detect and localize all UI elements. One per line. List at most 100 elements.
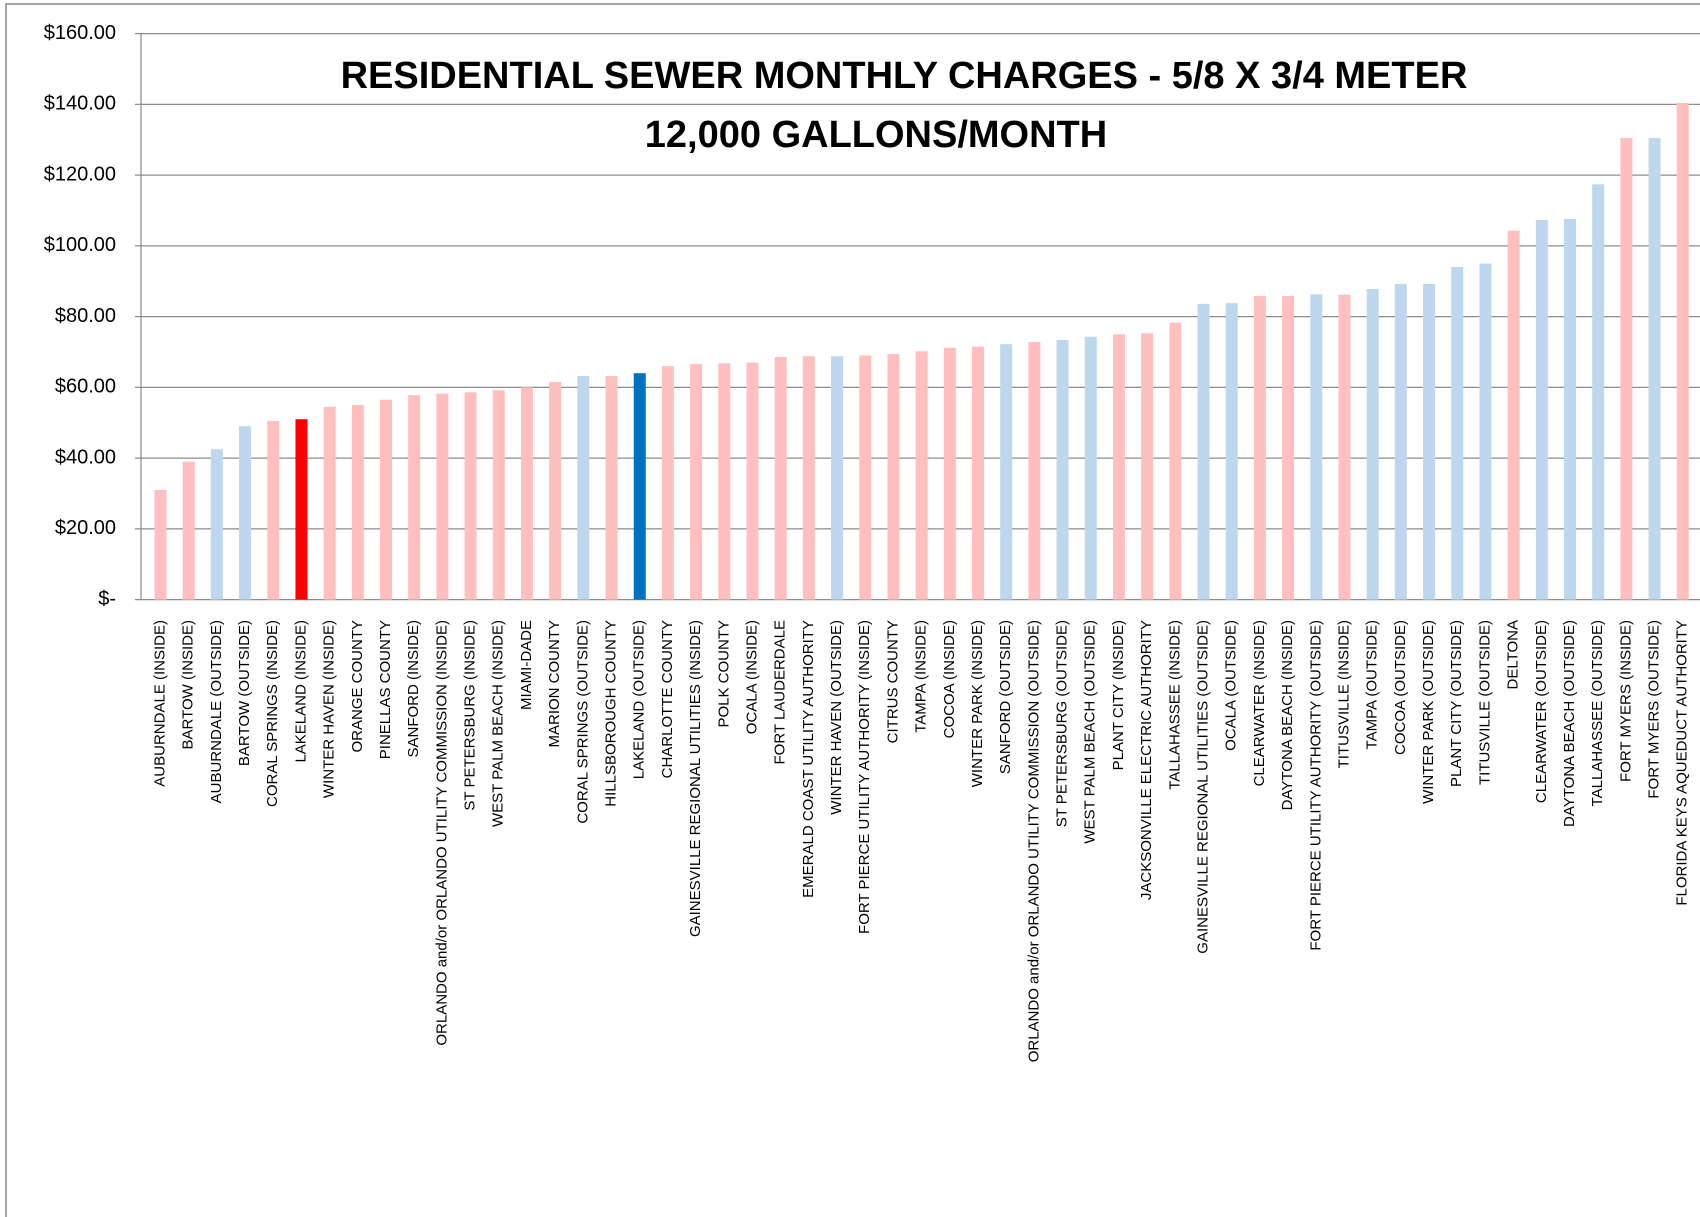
x-tick-label: COCOA (OUTSIDE) [1392,620,1409,755]
y-tick-label: $20.00 [55,517,116,539]
x-tick-label: WINTER HAVEN (OUTSIDE) [828,620,845,815]
x-tick-label: COCOA (INSIDE) [941,620,958,738]
bar [464,392,477,600]
bar [1028,342,1041,600]
x-tick-label: AUBURNDALE (INSIDE) [151,620,168,787]
bar [746,362,759,600]
bar [577,376,590,600]
bar [1620,137,1633,600]
bar [1282,296,1295,600]
x-tick-label: WEST PALM BEACH (INSIDE) [490,620,507,827]
y-tick-label: $100.00 [44,234,116,256]
chart-frame [5,3,1700,1217]
bar [1592,184,1605,600]
plot: $- $20.00 $40.00 $60.00 $80.00 $100.00 $120.00… [44,22,1700,1062]
bar [1648,137,1661,600]
x-tick-label: CHARLOTTE COUNTY [659,620,676,778]
bar [1366,289,1379,600]
x-tick-label: CLEARWATER (OUTSIDE) [1533,620,1550,803]
bar [182,461,195,600]
x-tick-label: ORANGE COUNTY [349,620,366,753]
x-tick-label: LAKELAND (OUTSIDE) [631,620,648,779]
x-tick-label: TAMPA (OUTSIDE) [1364,620,1381,749]
x-tick-label: EMERALD COAST UTILITY AUTHORITY [800,620,817,898]
y-tick-label: $140.00 [44,93,116,115]
x-tick-label: PINELLAS COUNTY [377,620,394,759]
x-tick-label: TITUSVILLE (INSIDE) [1335,620,1352,768]
bar [859,355,872,600]
bar [1112,334,1125,600]
bar [154,489,167,600]
bar [633,373,646,600]
x-tick-label: FORT LAUDERDALE [772,620,789,765]
x-tick-label: BARTOW (OUTSIDE) [236,620,253,766]
x-tick-label: MARION COUNTY [546,620,563,748]
bar [1253,296,1266,600]
x-tick-label: TALLAHASSEE (OUTSIDE) [1589,620,1606,806]
bar [1535,220,1548,600]
bar [267,420,280,600]
x-tick-label: FORT MYERS (OUTSIDE) [1646,620,1663,799]
bar [831,356,844,600]
x-tick-label: ST PETERSBURG (OUTSIDE) [1054,620,1071,827]
x-tick-label: PLANT CITY (INSIDE) [1110,620,1127,770]
bar [1564,218,1576,600]
x-tick-label: DELTONA [1505,620,1522,689]
x-tick-label: FLORIDA KEYS AQUEDUCT AUTHORITY [1674,620,1691,906]
bar [1310,294,1323,600]
bar [408,395,421,600]
bar [1084,336,1097,600]
x-tick-label: TALLAHASSEE (INSIDE) [1166,620,1183,790]
x-tick-label: WINTER PARK (INSIDE) [969,620,986,787]
y-tick-label: $60.00 [55,376,116,398]
bar [774,356,787,600]
bar [1451,267,1464,600]
bar [1676,102,1689,600]
bar [1479,263,1492,600]
bar [492,390,505,600]
bar [351,405,364,600]
bar [661,366,674,600]
x-tick-label: WINTER PARK (OUTSIDE) [1420,620,1437,804]
x-tick-label: ORLANDO and/or ORLANDO UTILITY COMMISSIO… [1025,620,1042,1062]
y-tick-label: $40.00 [55,446,116,468]
chart-title: RESIDENTIAL SEWER MONTHLY CHARGES - 5/8 … [341,55,1468,97]
bar [520,387,533,600]
bar [436,393,449,600]
x-tick-label: JACKSONVILLE ELECTRIC AUTHORITY [1138,620,1155,900]
bar [972,346,985,600]
x-tick-label: CORAL SPRINGS (OUTSIDE) [574,620,591,824]
bar [605,376,618,600]
chart-subtitle: 12,000 GALLONS/MONTH [645,114,1107,156]
x-tick-label: GAINESVILLE REGIONAL UTILITIES (INSIDE) [687,620,704,937]
bar [915,351,928,600]
x-tick-label: ORLANDO and/or ORLANDO UTILITY COMMISSIO… [433,620,450,1046]
bar [1169,322,1182,600]
x-tick-label: WINTER HAVEN (INSIDE) [321,620,338,798]
bar [1056,339,1069,600]
x-tick-label: CLEARWATER (INSIDE) [1251,620,1268,786]
x-tick-label: OCALA (OUTSIDE) [1223,620,1240,751]
bar [323,406,336,600]
bar [1338,294,1351,600]
bar [239,426,252,600]
x-tick-label: BARTOW (INSIDE) [180,620,197,749]
x-tick-label: PLANT CITY (OUTSIDE) [1448,620,1465,787]
bar [1141,333,1154,600]
x-tick-label: WEST PALM BEACH (OUTSIDE) [1082,620,1099,844]
x-tick-label: DAYTONA BEACH (OUTSIDE) [1561,620,1578,827]
bar [1423,284,1436,600]
x-tick-label: FORT MYERS (INSIDE) [1617,620,1634,782]
bar [690,364,703,600]
bar [1394,284,1407,600]
x-tick-label: HILLSBOROUGH COUNTY [603,620,620,807]
x-tick-label: MIAMI-DADE [518,620,535,710]
x-tick-label: POLK COUNTY [715,620,732,728]
bar [295,419,308,600]
x-tick-label: OCALA (INSIDE) [743,620,760,734]
x-tick-label: CORAL SPRINGS (INSIDE) [264,620,281,807]
x-tick-label: FORT PIERCE UTILITY AUTHORITY (OUTSIDE) [1307,620,1324,951]
bar [210,449,223,600]
x-tick-label: GAINESVILLE REGIONAL UTILITIES (OUTSIDE) [1194,620,1211,954]
